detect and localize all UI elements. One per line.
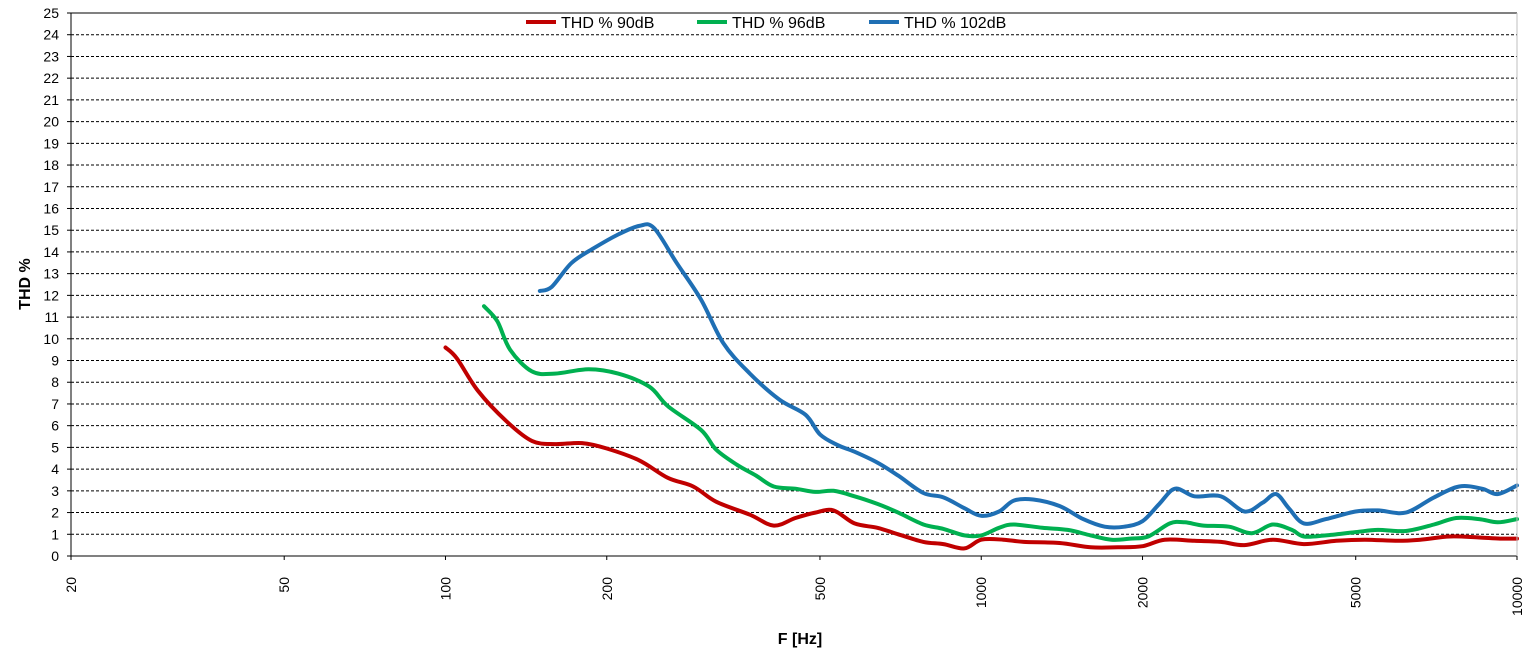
y-tick-label: 18 [43,157,59,173]
axes [67,12,1518,560]
series-line-3 [537,222,1519,530]
y-tick-label: 7 [51,396,59,412]
y-tick-label: 3 [51,483,59,499]
x-tick-label: 500 [812,577,828,601]
x-tick-labels: 20 50 100 200 500 1000 2000 5000 10000 [63,577,1524,616]
series-line-1 [443,345,1519,551]
gridlines [71,12,1517,535]
x-tick-label: 20 [63,577,79,593]
y-tick-label: 24 [43,27,59,43]
y-tick-label: 6 [51,418,59,434]
x-tick-label: 10000 [1509,577,1524,616]
x-tick-label: 100 [437,577,453,601]
y-tick-label: 8 [51,374,59,390]
y-tick-label: 16 [43,200,59,216]
y-tick-label: 25 [43,5,59,21]
y-tick-label: 17 [43,179,59,195]
legend-label-3: THD % 102dB [904,15,1006,32]
x-axis-title: F [Hz] [778,631,822,648]
y-tick-label: 12 [43,287,59,303]
series-line-2 [482,304,1519,542]
y-tick-label: 20 [43,114,59,130]
legend-label-2: THD % 96dB [732,15,825,32]
y-tick-label: 21 [43,92,59,108]
y-tick-label: 4 [51,461,59,477]
y-tick-label: 5 [51,439,59,455]
x-tick-label: 50 [276,577,292,593]
y-tick-label: 19 [43,135,59,151]
x-tick-label: 5000 [1348,577,1364,608]
y-tick-labels: 0123456789101112131415161718192021222324… [43,5,59,564]
y-tick-label: 14 [43,244,59,260]
y-tick-label: 1 [51,526,59,542]
y-tick-label: 15 [43,222,59,238]
legend: THD % 90dB THD % 96dB THD % 102dB [526,15,1006,32]
series-lines [443,222,1519,551]
legend-label-1: THD % 90dB [561,15,654,32]
y-tick-label: 2 [51,505,59,521]
y-tick-label: 9 [51,353,59,369]
x-tick-label: 2000 [1135,577,1151,608]
x-tick-label: 1000 [973,577,989,608]
y-tick-label: 10 [43,331,59,347]
y-axis-title: THD % [17,258,34,310]
y-tick-label: 11 [44,309,59,325]
y-tick-label: 22 [43,70,59,86]
y-tick-label: 23 [43,48,59,64]
y-tick-label: 13 [43,266,59,282]
y-tick-label: 0 [51,548,59,564]
x-tick-label: 200 [599,577,615,601]
